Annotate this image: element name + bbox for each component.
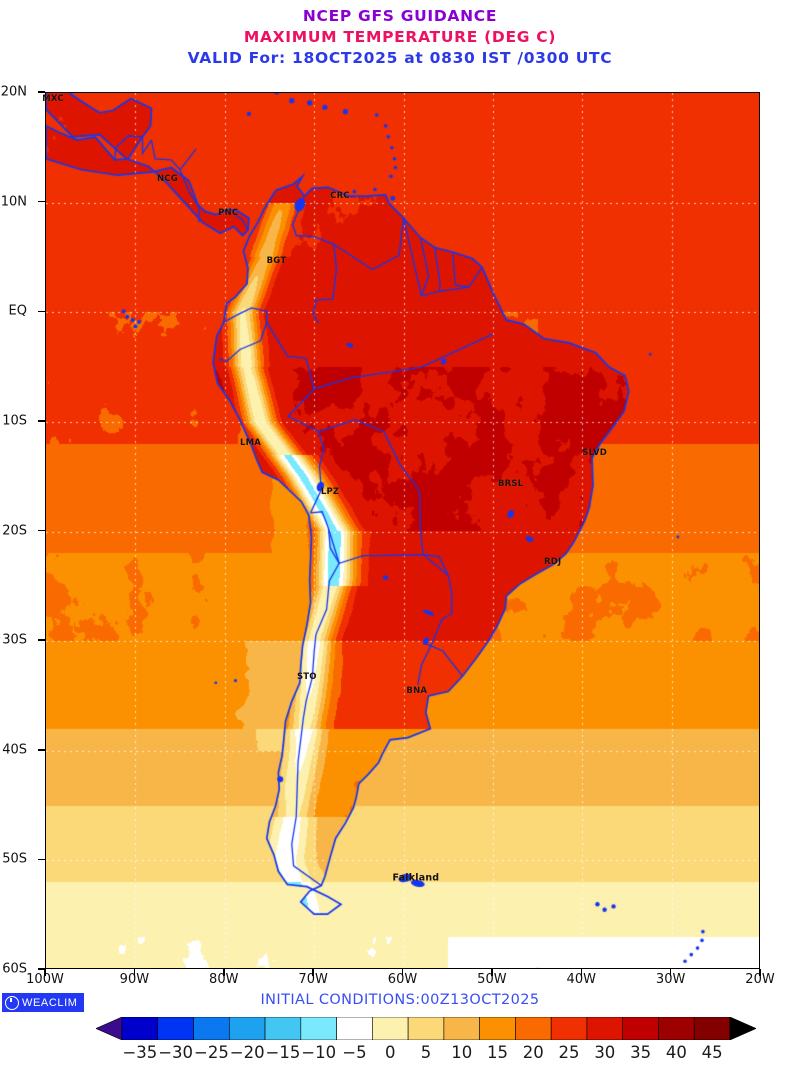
city-label: NCG [156, 173, 178, 184]
x-axis-tick [580, 969, 582, 976]
colorbar-tick-label: −35 [122, 1043, 158, 1062]
x-axis-tick [759, 969, 761, 976]
y-axis-tick [38, 529, 45, 532]
colorbar-segment [228, 1017, 266, 1040]
x-axis-tick [223, 969, 225, 976]
x-axis-tick [401, 969, 404, 976]
colorbar-segment [300, 1017, 337, 1040]
colorbar-tick-label: 35 [630, 1043, 652, 1062]
x-axis-label: 20W [745, 972, 775, 987]
x-axis-label: 70W [298, 972, 328, 987]
colorbar-segment [157, 1017, 194, 1040]
colorbar-tick-label: 45 [701, 1043, 723, 1062]
x-axis-tick [312, 969, 314, 976]
copyright-circle-icon [5, 995, 19, 1010]
y-axis-tick [38, 420, 45, 422]
y-axis-tick [38, 310, 45, 312]
x-axis-label: 30W [655, 972, 686, 987]
y-axis-tick [38, 200, 45, 203]
city-label: LMA [240, 437, 262, 448]
colorbar-tick-label: −10 [301, 1043, 337, 1062]
city-label: BGT [266, 255, 287, 266]
city-label: STO [296, 672, 317, 683]
x-axis-label: 80W [209, 972, 239, 987]
colorbar-segment [336, 1017, 373, 1040]
y-axis-label: EQ [8, 303, 27, 319]
city-label: PNC [218, 207, 239, 218]
weaclim-logo[interactable]: WEACLIM [2, 993, 84, 1012]
x-axis-tick [133, 969, 136, 976]
city-label: SLVD [582, 447, 608, 458]
temperature-raster [46, 93, 759, 968]
chart-title-block: NCEP GFS GUIDANCE MAXIMUM TEMPERATURE (D… [0, 6, 800, 69]
title-line-3: VALID For: 18OCT2025 at 0830 IST /0300 U… [187, 49, 613, 67]
colorbar-tick-label: −20 [229, 1043, 265, 1062]
y-axis-label: 20N [0, 84, 27, 100]
colorbar-tick-label: −25 [193, 1043, 229, 1062]
colorbar-segment [443, 1017, 480, 1040]
colorbar-tick-label: 20 [522, 1043, 544, 1062]
y-axis-label: 20S [2, 523, 27, 538]
temperature-map-plot[interactable] [45, 92, 760, 969]
y-axis-tick [38, 968, 45, 970]
colorbar-tick-label: 0 [384, 1043, 396, 1062]
colorbar-under-arrow [96, 1017, 123, 1040]
city-label: BRSL [497, 479, 524, 490]
x-axis-label: 100W [26, 972, 64, 987]
city-label: LPZ [320, 487, 340, 498]
colorbar-segment [693, 1017, 731, 1040]
title-line-2: MAXIMUM TEMPERATURE (DEG C) [243, 28, 557, 46]
colorbar[interactable] [96, 1017, 756, 1040]
y-axis-label: 10N [0, 194, 27, 210]
y-axis-tick [38, 639, 45, 641]
y-axis-tick [38, 858, 45, 861]
colorbar-tick-label: 40 [665, 1043, 687, 1062]
x-axis-tick [669, 969, 672, 976]
colorbar-tick-label: 15 [487, 1043, 509, 1062]
colorbar-segment [622, 1017, 659, 1040]
city-label: RDJ [543, 557, 562, 568]
colorbar-tick-label: 25 [558, 1043, 580, 1062]
x-axis-label: 40W [566, 972, 596, 987]
y-axis-label: 30S [2, 632, 27, 648]
colorbar-segment [479, 1017, 516, 1040]
x-axis-tick [491, 969, 493, 976]
y-axis-label: 40S [2, 742, 27, 758]
initial-conditions-label: INITIAL CONDITIONS:00Z13OCT2025 [260, 992, 540, 1008]
colorbar-tick-label: −15 [265, 1043, 301, 1062]
y-axis-tick [38, 91, 45, 93]
colorbar-segment [193, 1017, 230, 1040]
x-axis-label: 90W [119, 972, 150, 987]
colorbar-segment [407, 1017, 445, 1040]
city-label: MXC [42, 93, 64, 104]
city-label: Falkland [392, 872, 440, 884]
colorbar-tick-label: −5 [342, 1043, 367, 1062]
colorbar-tick-label: 10 [451, 1043, 473, 1062]
colorbar-segment [586, 1017, 624, 1040]
colorbar-segment [372, 1017, 409, 1040]
colorbar-segment [264, 1017, 302, 1040]
y-axis-label: 60S [2, 961, 27, 977]
colorbar-segment [515, 1017, 552, 1040]
colorbar-over-arrow [729, 1017, 756, 1040]
city-label: BNA [406, 685, 428, 696]
city-label: CRC [330, 191, 350, 202]
x-axis-label: 50W [477, 972, 507, 987]
colorbar-tick-label: 5 [420, 1043, 432, 1062]
colorbar-segment [121, 1017, 159, 1040]
colorbar-segment [658, 1017, 695, 1040]
y-axis-label: 50S [2, 851, 27, 867]
y-axis-label: 10S [2, 413, 27, 429]
y-axis-tick [38, 749, 45, 751]
colorbar-segment [550, 1017, 588, 1040]
title-line-1: NCEP GFS GUIDANCE [302, 7, 498, 25]
colorbar-tick-label: −30 [158, 1043, 194, 1062]
colorbar-tick-label: 30 [594, 1043, 616, 1062]
x-axis-tick [44, 969, 46, 976]
weaclim-logo-label: WEACLIM [22, 996, 78, 1009]
x-axis-label: 60W [387, 972, 418, 987]
